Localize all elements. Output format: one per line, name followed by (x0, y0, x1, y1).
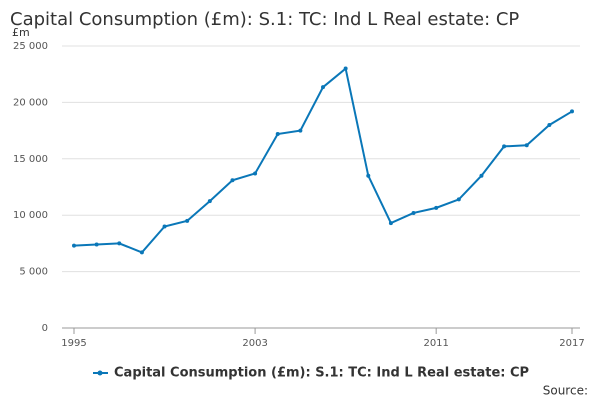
y-tick-label: 0 (42, 323, 48, 334)
data-point (502, 144, 507, 149)
data-point (94, 242, 99, 247)
data-point (207, 199, 212, 204)
y-axis-label: £m (12, 26, 30, 39)
data-point (230, 178, 235, 183)
x-tick-label: 2011 (423, 338, 448, 349)
data-point (479, 173, 484, 178)
y-tick-label: 15 000 (13, 154, 48, 165)
data-point (570, 109, 574, 114)
y-tick-label: 20 000 (13, 97, 48, 108)
legend-label: Capital Consumption (£m): S.1: TC: Ind L… (114, 366, 529, 381)
data-point (139, 250, 144, 255)
data-point (275, 131, 280, 136)
y-tick-label: 5 000 (19, 267, 48, 278)
data-point (162, 224, 167, 229)
x-tick-label: 1995 (61, 338, 86, 349)
data-point (72, 243, 76, 248)
chart-title: Capital Consumption (£m): S.1: TC: Ind L… (10, 9, 519, 30)
data-point (524, 143, 529, 148)
source: Source: (543, 384, 588, 398)
y-tick-label: 25 000 (13, 41, 48, 52)
data-point (253, 171, 258, 176)
data-point (343, 66, 348, 71)
x-tick-label: 2003 (242, 338, 267, 349)
data-point (388, 221, 393, 226)
data-point (185, 218, 190, 223)
data-point (321, 85, 325, 90)
series-line (73, 66, 573, 254)
data-point (411, 210, 416, 215)
data-point (117, 241, 122, 246)
data-point (298, 128, 303, 133)
legend-marker (97, 370, 103, 376)
x-tick-label: 2017 (559, 338, 584, 349)
data-point (366, 173, 371, 178)
y-tick-label: 10 000 (13, 210, 48, 221)
data-point (434, 205, 439, 210)
data-point (547, 122, 552, 127)
data-point (456, 197, 461, 202)
